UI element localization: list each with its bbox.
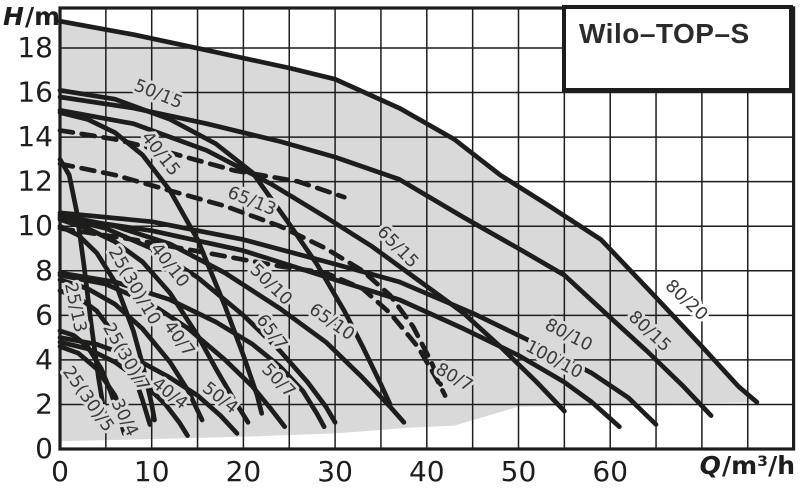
x-tick-label: 10 bbox=[134, 455, 170, 488]
pump-curve-100/10 bbox=[57, 214, 622, 430]
x-tick-label: 40 bbox=[409, 455, 445, 488]
y-tick-label: 8 bbox=[35, 254, 53, 287]
x-axis-unit: /m³/h bbox=[721, 451, 795, 480]
pump-curve-65/7 bbox=[57, 270, 327, 430]
pump-curve-65/10 bbox=[57, 212, 407, 425]
y-tick-label: 14 bbox=[17, 120, 53, 153]
pump-curve-25(30)/5 bbox=[57, 328, 127, 436]
x-tick-label: 20 bbox=[226, 455, 262, 488]
pump-curve-50/7 bbox=[57, 272, 288, 430]
pump-curve-80/10 bbox=[57, 210, 659, 427]
y-tick-label: 2 bbox=[35, 387, 53, 420]
pump-curve-25/13 bbox=[57, 157, 107, 414]
pump-curve-50/4 bbox=[57, 335, 240, 436]
chart-title: Wilo–TOP–S bbox=[579, 18, 750, 49]
pump-curve-80/7 bbox=[57, 226, 448, 398]
x-tick-label: 60 bbox=[592, 455, 628, 488]
x-tick-label: 0 bbox=[51, 455, 69, 488]
pump-curve-25(30)/7 bbox=[57, 288, 153, 427]
y-tick-label: 18 bbox=[17, 31, 53, 64]
pump-curve-40/4 bbox=[57, 339, 190, 438]
y-axis-symbol: H bbox=[3, 2, 24, 31]
y-tick-label: 10 bbox=[17, 209, 53, 242]
pump-curve-65/13 bbox=[57, 161, 443, 387]
x-tick-label: 50 bbox=[501, 455, 537, 488]
pump-curve-65/15 bbox=[57, 107, 567, 414]
y-axis-title: H/m bbox=[3, 4, 60, 29]
x-axis-symbol: Q bbox=[699, 451, 721, 480]
pump-curve-80/15 bbox=[57, 94, 714, 418]
pump-curve-unlabeled bbox=[57, 128, 347, 200]
pump-curve-80/20 bbox=[57, 18, 760, 405]
y-axis-unit: /m bbox=[24, 2, 61, 31]
y-tick-label: 16 bbox=[17, 76, 53, 109]
x-tick-label: 30 bbox=[317, 455, 353, 488]
y-tick-label: 0 bbox=[35, 432, 53, 465]
pump-curve-50/10 bbox=[57, 214, 338, 425]
y-tick-label: 12 bbox=[17, 165, 53, 198]
pump-curve-40/15 bbox=[57, 110, 265, 416]
pump-curve-30/4 bbox=[57, 344, 134, 438]
y-tick-label: 4 bbox=[35, 343, 53, 376]
y-tick-label: 6 bbox=[35, 298, 53, 331]
x-axis-title: Q/m³/h bbox=[700, 453, 795, 478]
title-box: Wilo–TOP–S bbox=[562, 5, 793, 92]
pump-curve-50/15 bbox=[57, 87, 393, 407]
